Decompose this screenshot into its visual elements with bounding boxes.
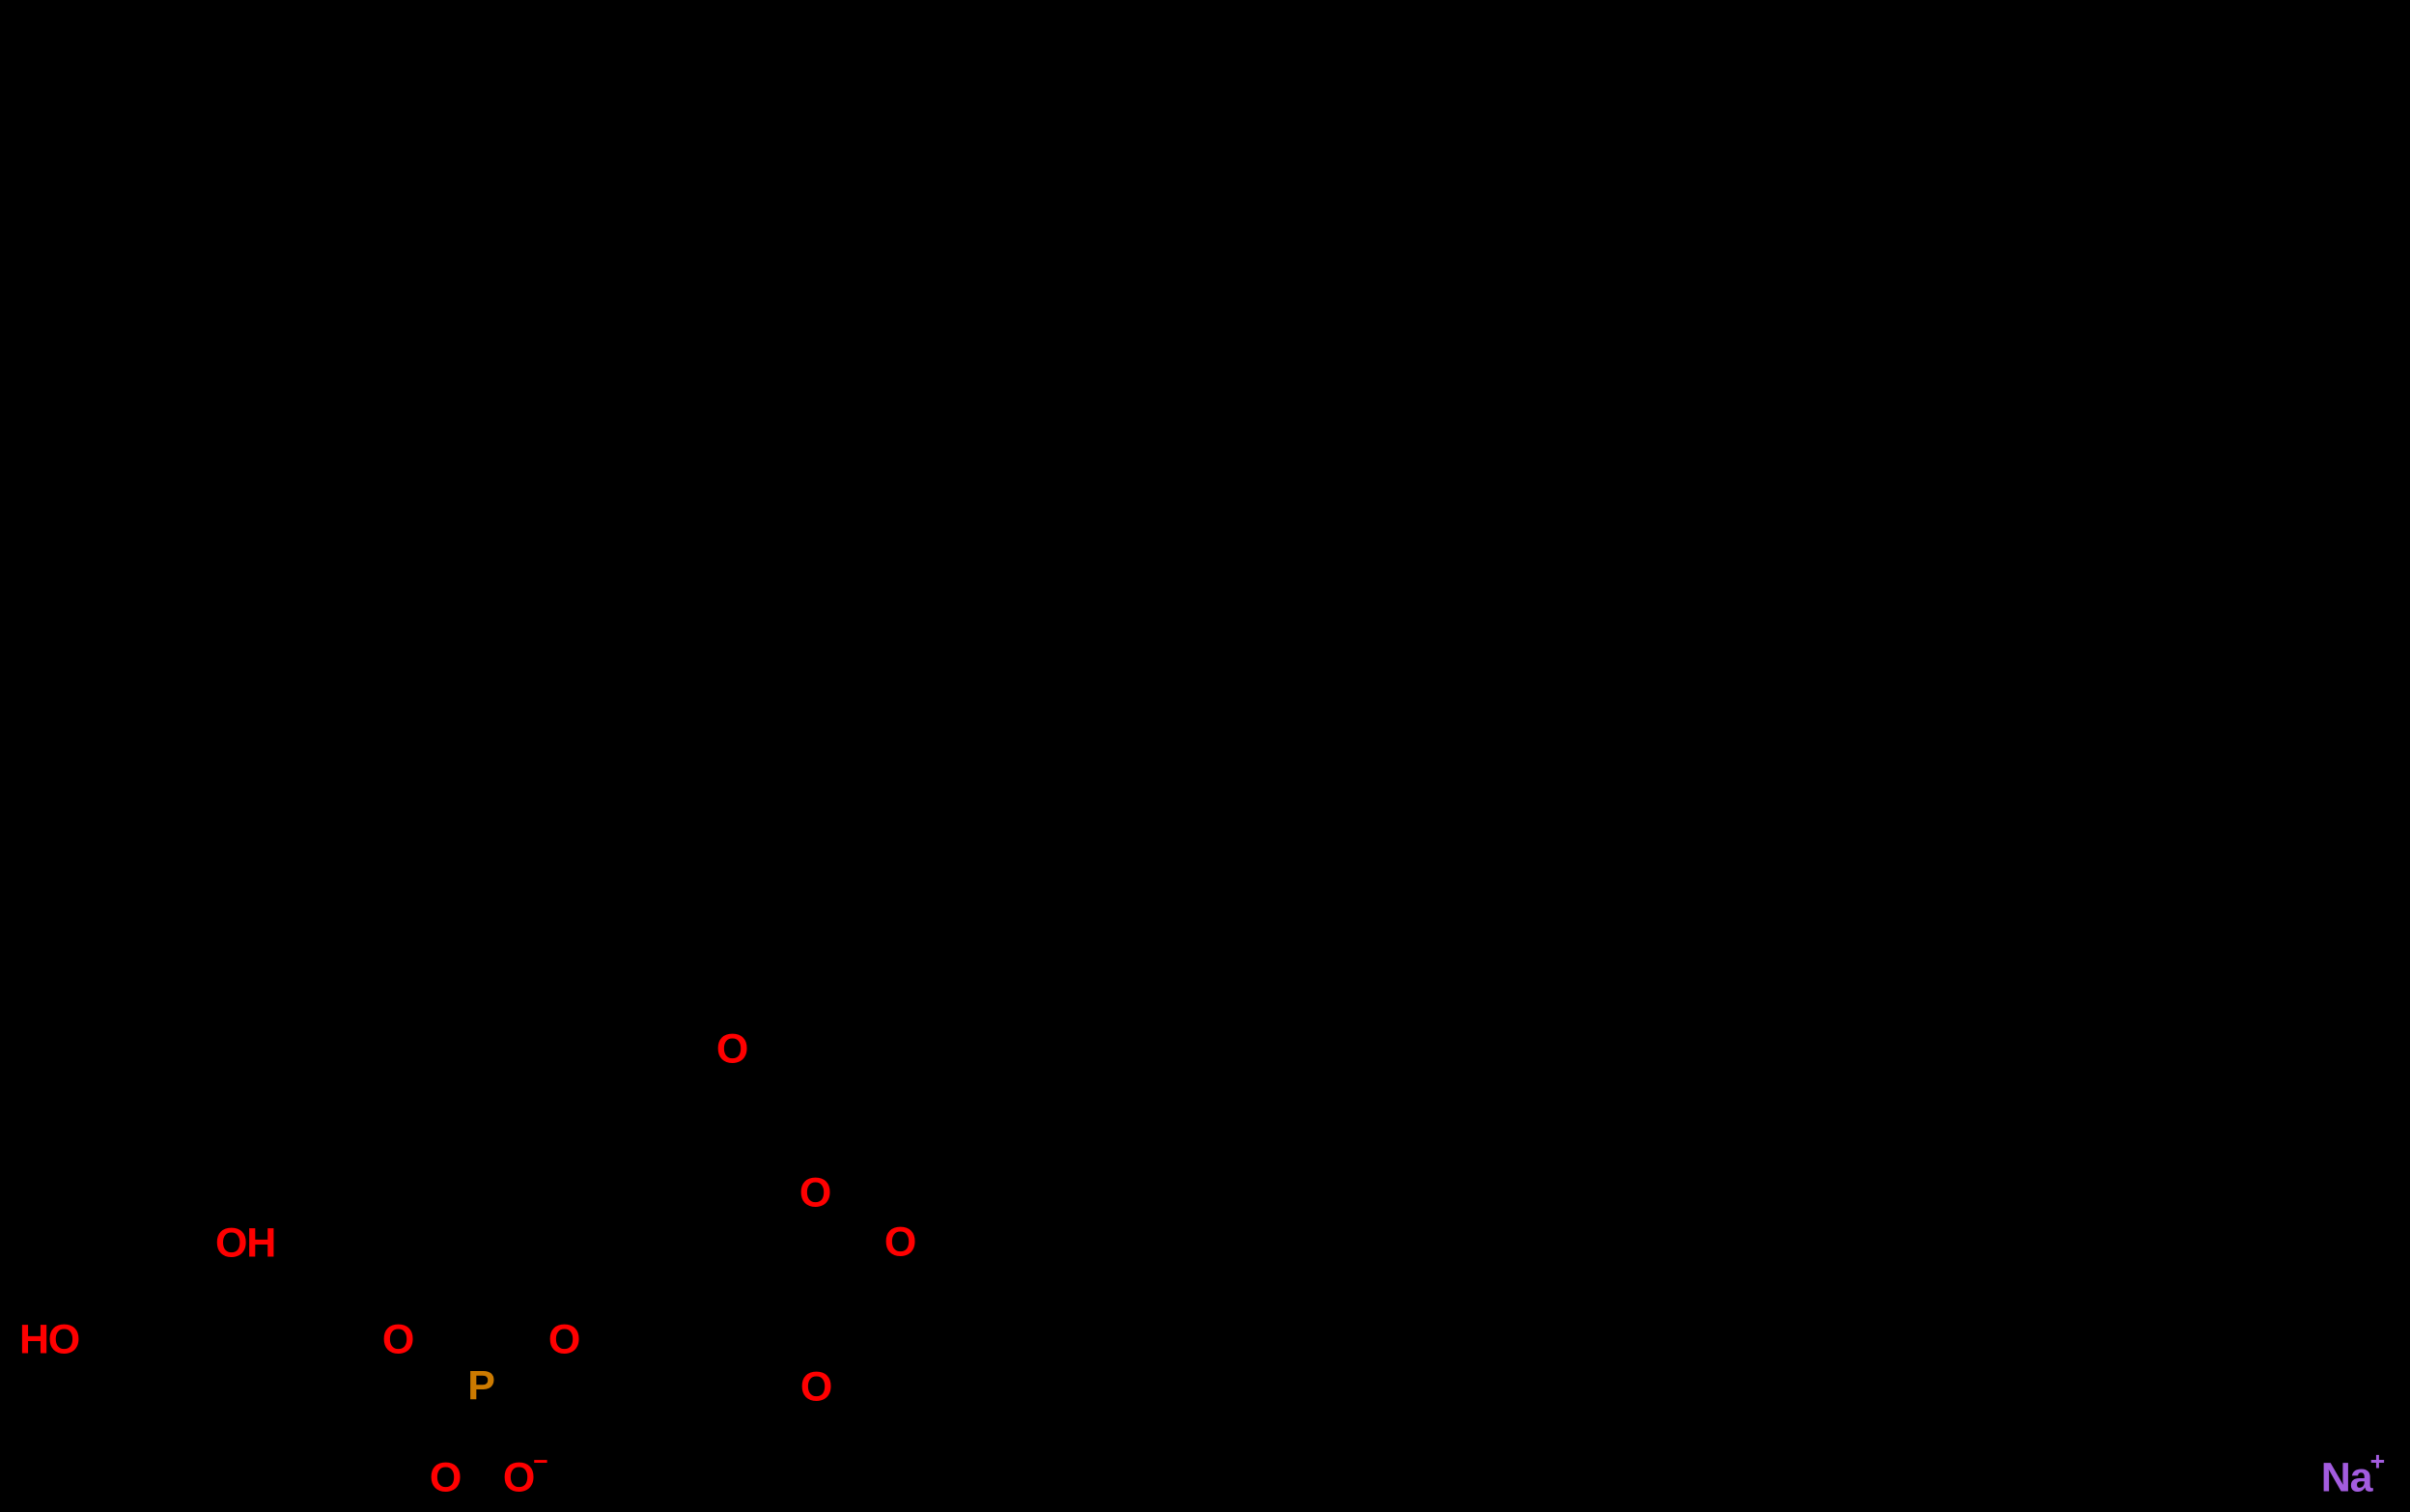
sn1-carbonyl-oxygen: O (715, 1025, 748, 1073)
sn2-ester-oxygen: O (799, 1169, 831, 1217)
sn2-carbonyl-oxygen: O (883, 1218, 916, 1266)
phosphorus: P (467, 1362, 495, 1410)
sodium-cation: Na + (2320, 1446, 2386, 1501)
phosphate-ester-oxygen-right: O (547, 1316, 580, 1363)
glycerol-secondary-hydroxyl: OH (215, 1219, 276, 1267)
sodium-cation-charge-sign: + (2369, 1446, 2386, 1476)
phosphate-anionic-oxygen: O − (502, 1446, 548, 1501)
phosphate-anionic-oxygen-charge-sign: − (533, 1446, 548, 1476)
glycerol-terminal-hydroxyl: HO (19, 1316, 80, 1363)
phosphate-ester-oxygen-left: O (381, 1316, 414, 1363)
phosphate-oxo-oxygen: O (429, 1454, 462, 1501)
sn1-ester-oxygen: O (799, 1363, 832, 1411)
